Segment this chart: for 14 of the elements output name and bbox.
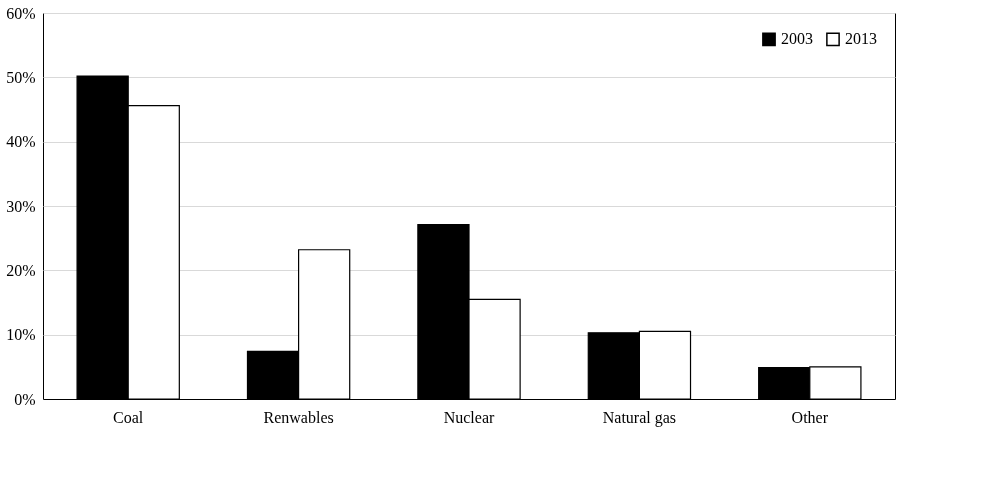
x-tick-label: Other: [791, 408, 829, 426]
x-tick-label: Renwables: [263, 408, 334, 426]
x-tick-label: Natural gas: [602, 408, 677, 427]
y-tick-label: 50%: [6, 68, 36, 86]
y-tick-label: 30%: [6, 197, 36, 215]
x-tick-label: Nuclear: [443, 408, 495, 426]
y-tick-label: 10%: [6, 326, 36, 344]
legend-label: 2003: [781, 30, 813, 48]
y-tick-label: 0%: [14, 390, 36, 408]
y-tick-label: 20%: [6, 261, 36, 279]
x-tick-label: Coal: [113, 408, 144, 426]
legend-label: 2013: [845, 30, 877, 48]
y-tick-label: 60%: [6, 4, 36, 22]
y-tick-label: 40%: [6, 133, 36, 151]
